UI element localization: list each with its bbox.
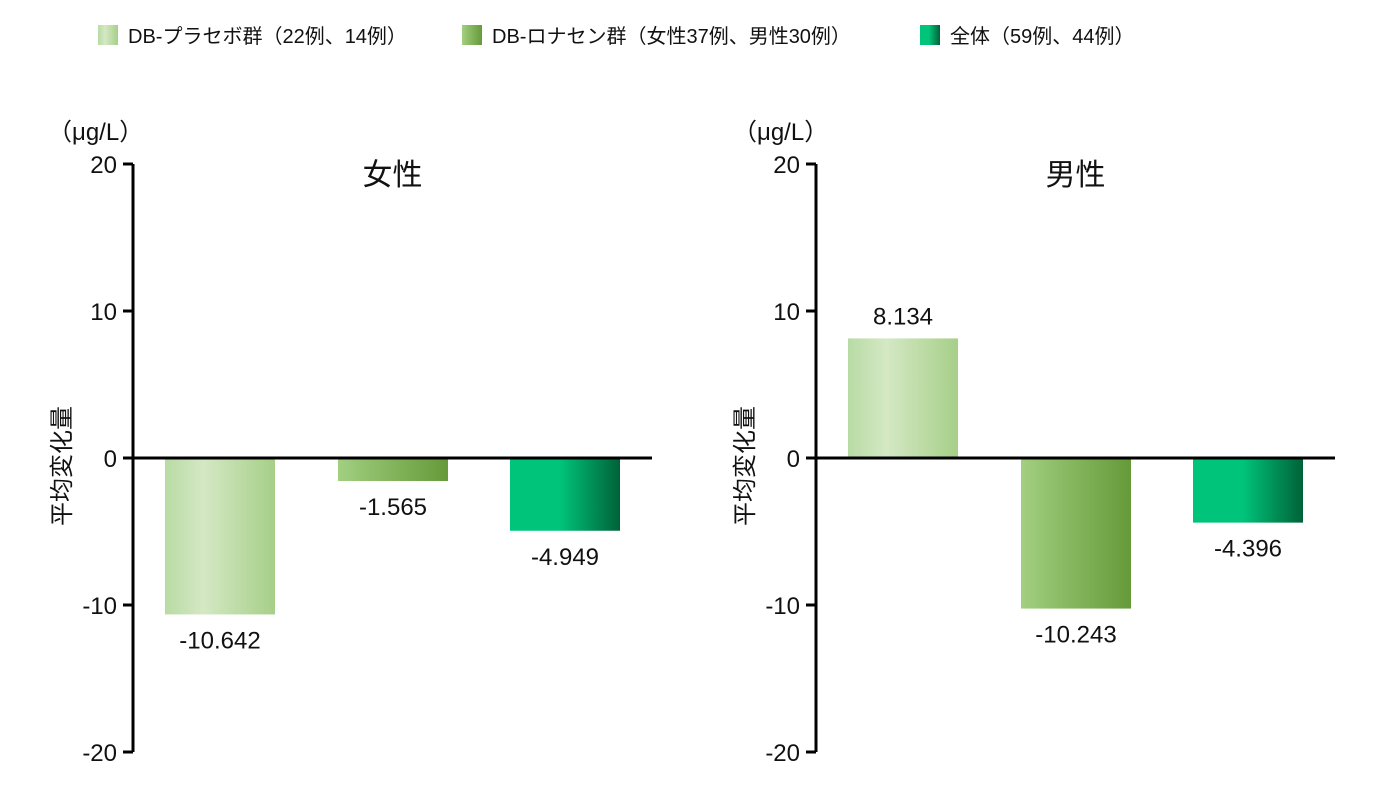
y-tick-label: 10 — [90, 299, 117, 326]
legend-label: 全体（59例、44例） — [950, 25, 1135, 48]
bar — [848, 338, 958, 458]
bar — [338, 458, 448, 482]
panel-title: 女性 — [363, 159, 423, 192]
legend-swatch — [920, 25, 940, 45]
y-tick-label: -10 — [765, 593, 800, 620]
y-tick-label: -20 — [765, 740, 800, 767]
bar — [1021, 458, 1131, 609]
legend-label: DB-プラセボ群（22例、14例） — [128, 25, 407, 48]
y-tick-label: 0 — [104, 446, 117, 473]
y-tick-label: -20 — [82, 740, 117, 767]
y-axis-label: 平均変化量 — [732, 406, 759, 526]
bar — [165, 458, 275, 615]
bar — [510, 458, 620, 531]
panel-title: 男性 — [1046, 159, 1106, 192]
data-label: -4.949 — [531, 544, 599, 571]
data-label: -10.243 — [1035, 622, 1116, 649]
legend-swatch — [462, 25, 482, 45]
data-label: -1.565 — [359, 494, 427, 521]
legend-label: DB-ロナセン群（女性37例、男性30例） — [492, 25, 851, 48]
data-label: 8.134 — [873, 303, 933, 330]
y-tick-label: 20 — [90, 152, 117, 179]
bar — [1193, 458, 1303, 523]
y-axis-label: 平均変化量 — [49, 406, 76, 526]
y-tick-label: -10 — [82, 593, 117, 620]
data-label: -4.396 — [1214, 536, 1282, 563]
legend-swatch — [98, 25, 118, 45]
data-label: -10.642 — [179, 627, 260, 654]
y-tick-label: 20 — [773, 152, 800, 179]
y-unit-label: （μg/L） — [733, 119, 828, 146]
y-tick-label: 0 — [787, 446, 800, 473]
y-unit-label: （μg/L） — [48, 119, 143, 146]
y-tick-label: 10 — [773, 299, 800, 326]
